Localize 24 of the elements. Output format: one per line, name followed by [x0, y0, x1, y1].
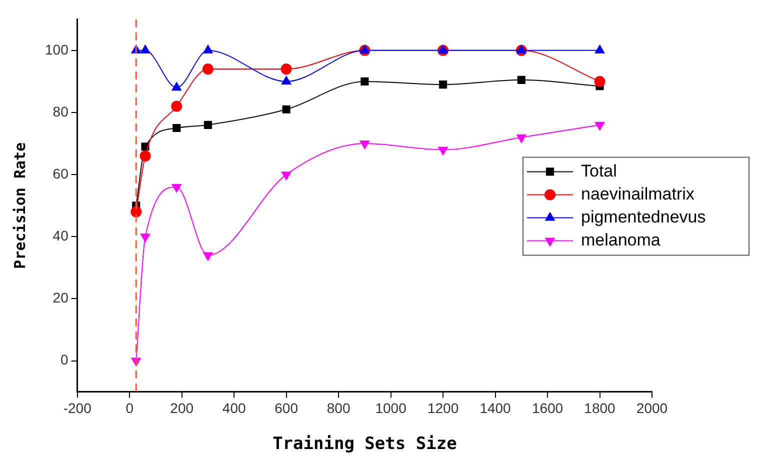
x-tick-label: 1800	[584, 400, 616, 416]
y-tick-label: 40	[52, 227, 69, 244]
x-tick-label: 200	[170, 400, 194, 416]
legend-label: melanoma	[581, 230, 661, 250]
x-tick-label: 800	[326, 400, 350, 416]
y-tick-label: 0	[60, 352, 69, 368]
legend-label: Total	[581, 161, 617, 180]
legend-label: naevinailmatrix	[581, 184, 695, 204]
y-tick-label: 100	[45, 41, 69, 58]
x-axis-title: Training Sets Size	[272, 434, 457, 454]
y-tick-label: 80	[52, 103, 69, 120]
y-axis-title: Precision Rate	[10, 142, 29, 269]
x-tick-label: 400	[222, 400, 246, 416]
y-tick-label: 60	[52, 165, 69, 182]
x-tick-label: -200	[63, 400, 92, 416]
x-tick-label: 1200	[427, 400, 459, 416]
x-tick-label: 1000	[375, 400, 407, 416]
x-tick-label: 0	[126, 400, 134, 416]
x-tick-label: 1600	[532, 400, 564, 416]
x-tick-label: 1400	[480, 400, 512, 416]
x-tick-label: 600	[274, 400, 298, 416]
x-tick-label: 2000	[636, 400, 668, 416]
legend-label: pigmentednevus	[581, 207, 706, 226]
y-tick-label: 20	[52, 290, 69, 306]
